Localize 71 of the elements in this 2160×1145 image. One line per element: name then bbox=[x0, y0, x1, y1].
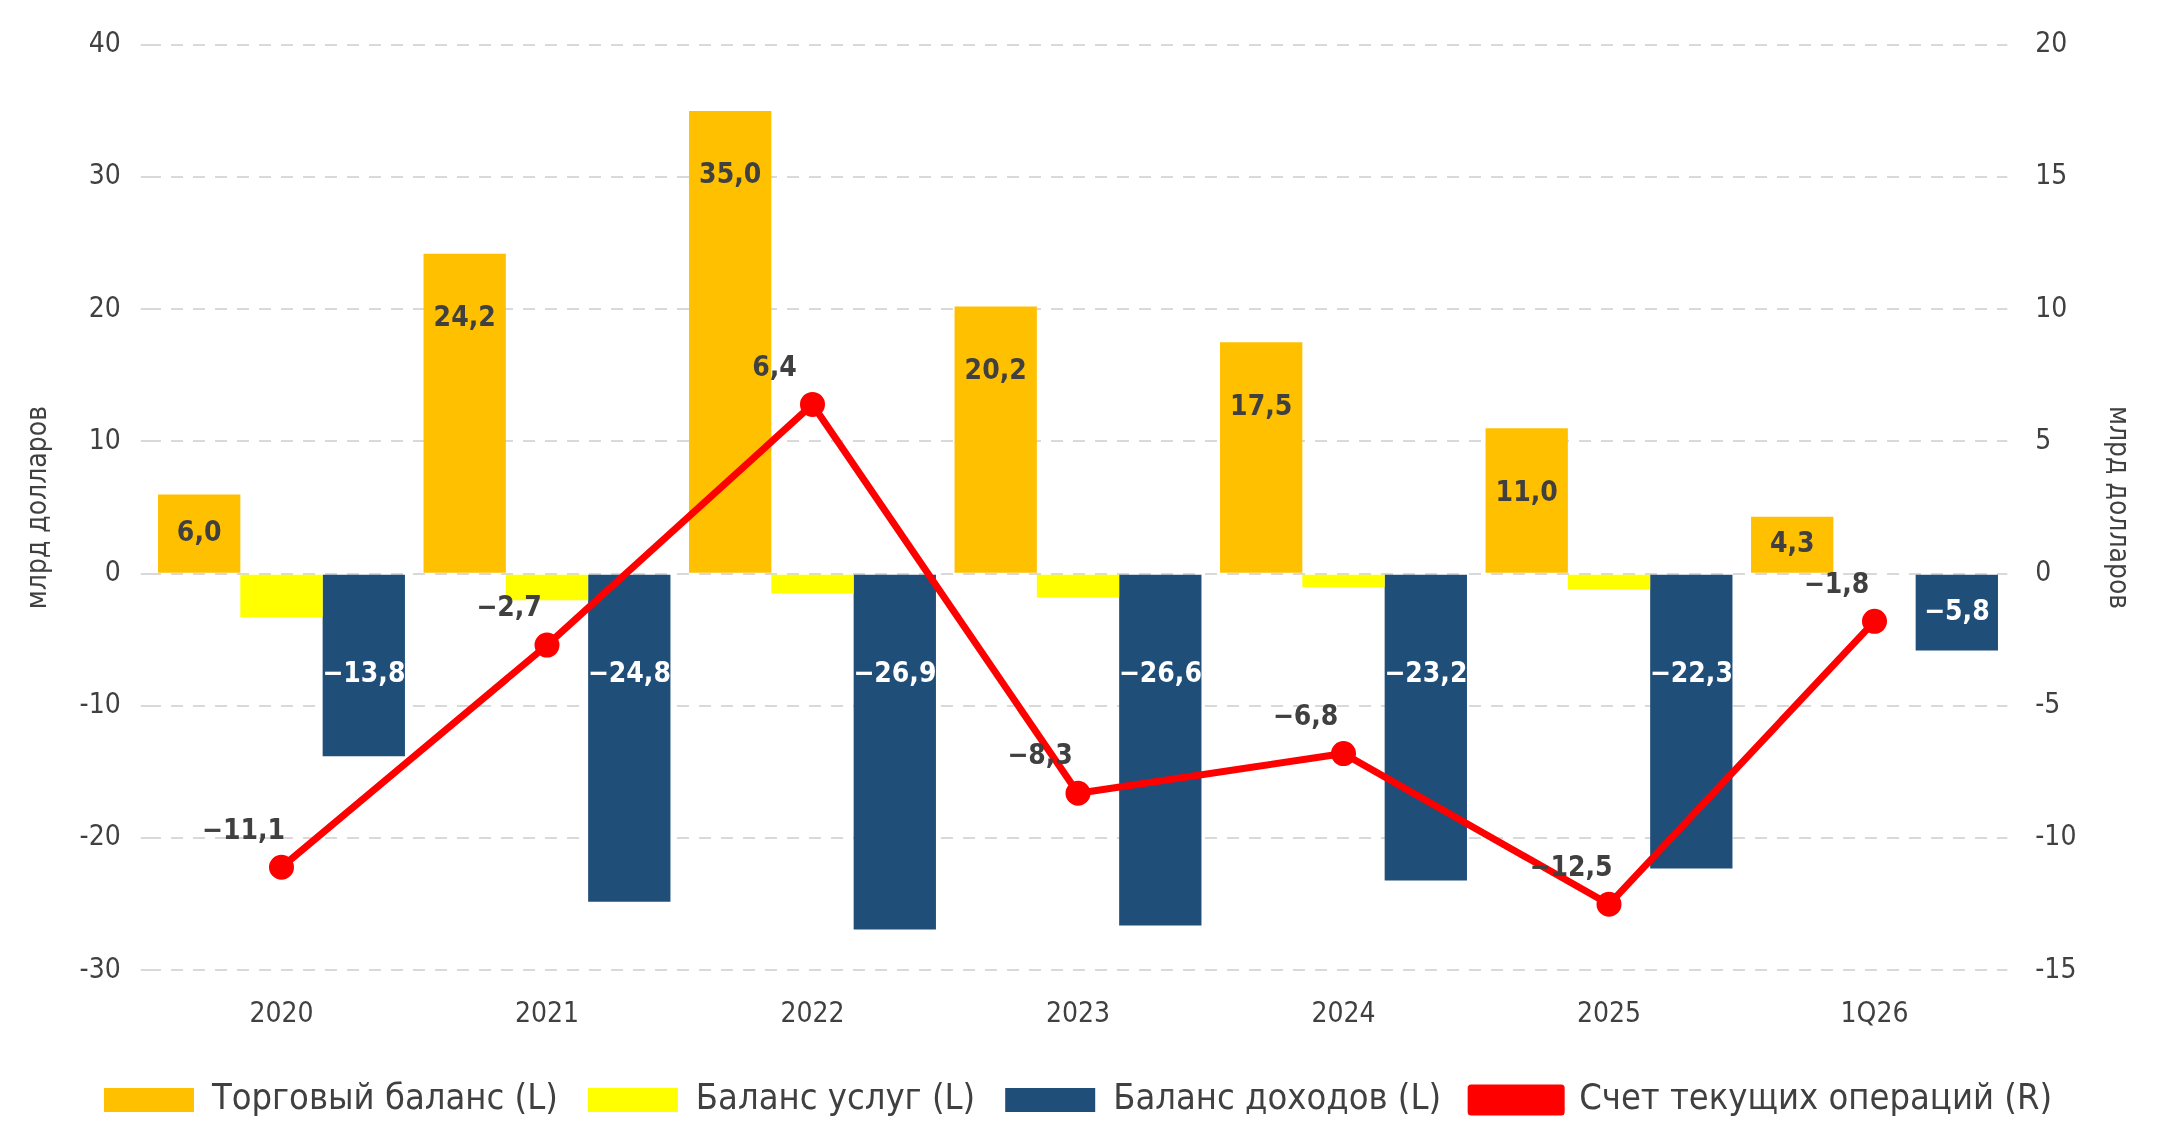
data-label: 11,0 bbox=[1495, 474, 1558, 508]
point bbox=[534, 632, 560, 658]
y2-tick-label: 0 bbox=[2035, 555, 2052, 588]
bar bbox=[1751, 516, 1834, 573]
bar bbox=[771, 574, 854, 594]
bar bbox=[322, 574, 405, 757]
bar bbox=[1220, 342, 1303, 573]
x-tick-label: 2022 bbox=[780, 996, 845, 1030]
point bbox=[1596, 891, 1622, 917]
y2-tick-label: -15 bbox=[2035, 951, 2077, 985]
data-label: 4,3 bbox=[1769, 526, 1815, 560]
data-label: −6,8 bbox=[1272, 698, 1339, 732]
bar bbox=[1302, 574, 1385, 587]
bar bbox=[1119, 574, 1202, 926]
data-label: −26,9 bbox=[853, 656, 937, 689]
bar bbox=[853, 574, 936, 930]
y2-axis-title: млрд долларов bbox=[2102, 405, 2136, 610]
y2-tick-label: 20 bbox=[2035, 26, 2068, 60]
legend-label: Баланс услуг (L) bbox=[695, 1076, 976, 1118]
y2-tick-label: -10 bbox=[2035, 819, 2077, 853]
data-label: 24,2 bbox=[433, 300, 496, 333]
y-tick-label: -10 bbox=[79, 687, 121, 721]
data-label: 20,2 bbox=[964, 352, 1027, 386]
data-label: 6,0 bbox=[176, 514, 222, 548]
point bbox=[1331, 741, 1356, 767]
y-tick-label: 10 bbox=[88, 422, 121, 456]
bar bbox=[1036, 574, 1120, 598]
point bbox=[1065, 780, 1091, 806]
point bbox=[268, 854, 294, 880]
legend-label: Баланс доходов (L) bbox=[1113, 1076, 1442, 1118]
x-tick-label: 2021 bbox=[514, 996, 580, 1030]
bar bbox=[588, 574, 671, 902]
y-tick-label: 30 bbox=[88, 158, 121, 192]
data-label: −13,8 bbox=[322, 656, 406, 689]
data-label: −1,8 bbox=[1803, 566, 1870, 600]
point bbox=[1862, 608, 1888, 634]
data-label: −26,6 bbox=[1118, 656, 1202, 689]
bar bbox=[1384, 574, 1467, 881]
x-tick-label: 2025 bbox=[1576, 996, 1642, 1030]
bar bbox=[240, 574, 323, 618]
data-label: −23,2 bbox=[1384, 656, 1468, 689]
data-label: −5,8 bbox=[1923, 593, 1990, 627]
data-label: −22,3 bbox=[1649, 656, 1733, 689]
legend-label: Счет текущих операций (R) bbox=[1579, 1076, 2053, 1118]
data-label: −24,8 bbox=[587, 656, 671, 689]
y-axis-title: млрд долларов bbox=[20, 405, 54, 610]
bar bbox=[423, 253, 506, 573]
data-label: −2,7 bbox=[476, 590, 542, 624]
data-label: 35,0 bbox=[699, 157, 762, 191]
y2-tick-label: 10 bbox=[2035, 290, 2068, 324]
bar bbox=[1650, 574, 1733, 869]
point bbox=[800, 391, 825, 417]
legend-label: Торговый баланс (L) bbox=[210, 1076, 558, 1118]
bar bbox=[158, 494, 241, 573]
y-tick-label: -30 bbox=[79, 951, 121, 985]
y-tick-label: 40 bbox=[88, 26, 121, 60]
bar bbox=[1567, 574, 1651, 590]
bar bbox=[954, 306, 1037, 573]
data-label: 17,5 bbox=[1230, 388, 1293, 422]
y-tick-label: 20 bbox=[88, 290, 121, 324]
x-tick-label: 2023 bbox=[1045, 996, 1111, 1030]
x-tick-label: 1Q26 bbox=[1840, 996, 1909, 1030]
bar bbox=[1485, 428, 1568, 573]
y2-tick-label: -5 bbox=[2035, 687, 2061, 721]
x-tick-label: 2020 bbox=[249, 996, 314, 1030]
y-tick-label: 0 bbox=[104, 555, 121, 588]
y-tick-label: -20 bbox=[79, 819, 121, 853]
y2-tick-label: 15 bbox=[2035, 158, 2068, 192]
y2-tick-label: 5 bbox=[2035, 422, 2052, 456]
x-tick-label: 2024 bbox=[1311, 996, 1376, 1030]
data-label: −11,1 bbox=[201, 812, 286, 846]
